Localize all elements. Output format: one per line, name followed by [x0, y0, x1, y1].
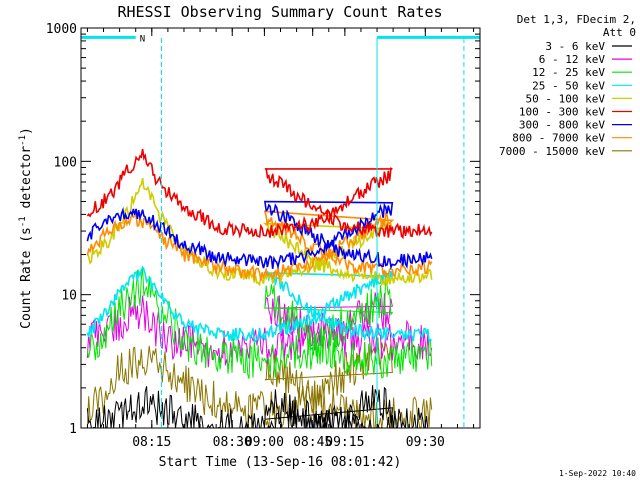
series-4-line [86, 265, 433, 343]
y-axis-label: Count Rate (s-1 detector-1) [18, 127, 34, 329]
x-tick-label: 09:30 [406, 435, 445, 450]
series-8-line [86, 210, 433, 282]
series-1-line [86, 385, 432, 428]
legend-label-3: 12 - 25 keV [532, 66, 605, 79]
timestamp: 1-Sep-2022 10:40 [559, 469, 636, 478]
x-tick-label: 08:30 [213, 435, 252, 450]
x-axis-label: Start Time (13-Sep-16 08:01:42) [159, 455, 402, 470]
x-axis: 08:15 08:30 08:45 09:00 09:15 09:30 [86, 28, 475, 450]
chart-title: RHESSI Observing Summary Count Rates [117, 3, 442, 21]
y-axis: 1 10 100 1000 [46, 22, 480, 437]
legend-label-9: 7000 - 15000 keV [499, 145, 605, 158]
annotation-bar-label: N [140, 34, 145, 44]
series-5-line [86, 177, 433, 287]
series-3-line [86, 268, 433, 379]
series-7-line [86, 200, 433, 270]
legend-label-6: 100 - 300 keV [519, 106, 605, 119]
legend-label-8: 800 - 7000 keV [512, 132, 605, 145]
series-9-line [86, 337, 433, 428]
y-tick-label: 1 [69, 422, 77, 437]
legend-label-7: 300 - 800 keV [519, 119, 605, 132]
legend-label-2: 6 - 12 keV [539, 53, 606, 66]
legend-label-1: 3 - 6 keV [545, 40, 605, 53]
x-tick-label: 09:00 [245, 435, 284, 450]
legend-label-5: 50 - 100 keV [526, 92, 606, 105]
y-tick-label: 1000 [46, 22, 77, 37]
legend-header-line2: Att 0 [603, 26, 636, 39]
x-tick-label: 08:45 [293, 435, 332, 450]
series-6-line [86, 148, 433, 240]
legend-header-line1: Det 1,3, FDecim 2, [517, 13, 636, 26]
legend-label-4: 25 - 50 keV [532, 79, 605, 92]
plot-area: N [81, 34, 480, 428]
x-tick-label: 09:15 [325, 435, 364, 450]
y-tick-label: 10 [61, 289, 77, 304]
x-tick-label: 08:15 [132, 435, 171, 450]
y-tick-label: 100 [54, 155, 77, 170]
